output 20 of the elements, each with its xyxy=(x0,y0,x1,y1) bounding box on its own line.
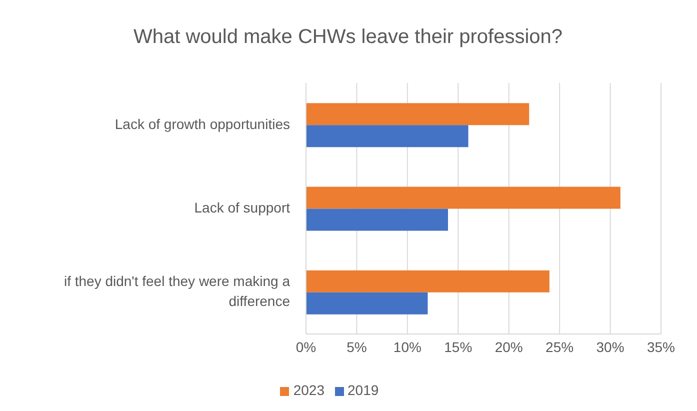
bar xyxy=(306,208,448,231)
legend-label: 2023 xyxy=(293,382,324,398)
bar xyxy=(306,270,550,292)
x-tick-label: 25% xyxy=(546,338,574,355)
x-tick-label: 5% xyxy=(346,338,367,355)
bar xyxy=(306,125,468,148)
legend-label: 2019 xyxy=(348,382,379,398)
chart-title: What would make CHWs leave their profession? xyxy=(132,26,564,49)
x-tick-label: 15% xyxy=(444,338,472,355)
y-tick-label: Lack of support xyxy=(194,199,290,216)
y-tick-label: Lack of growth opportunities xyxy=(114,116,290,132)
bar xyxy=(306,103,530,126)
bar xyxy=(306,292,428,314)
y-tick-label: if they didn't feel they were making a difference xyxy=(64,272,290,309)
x-tick-label: 0% xyxy=(296,338,316,355)
x-tick-label: 35% xyxy=(646,338,676,355)
x-tick-label: 10% xyxy=(393,338,422,355)
x-tick-label: 20% xyxy=(494,338,523,355)
x-tick-label: 30% xyxy=(596,338,624,355)
bar xyxy=(306,186,620,209)
